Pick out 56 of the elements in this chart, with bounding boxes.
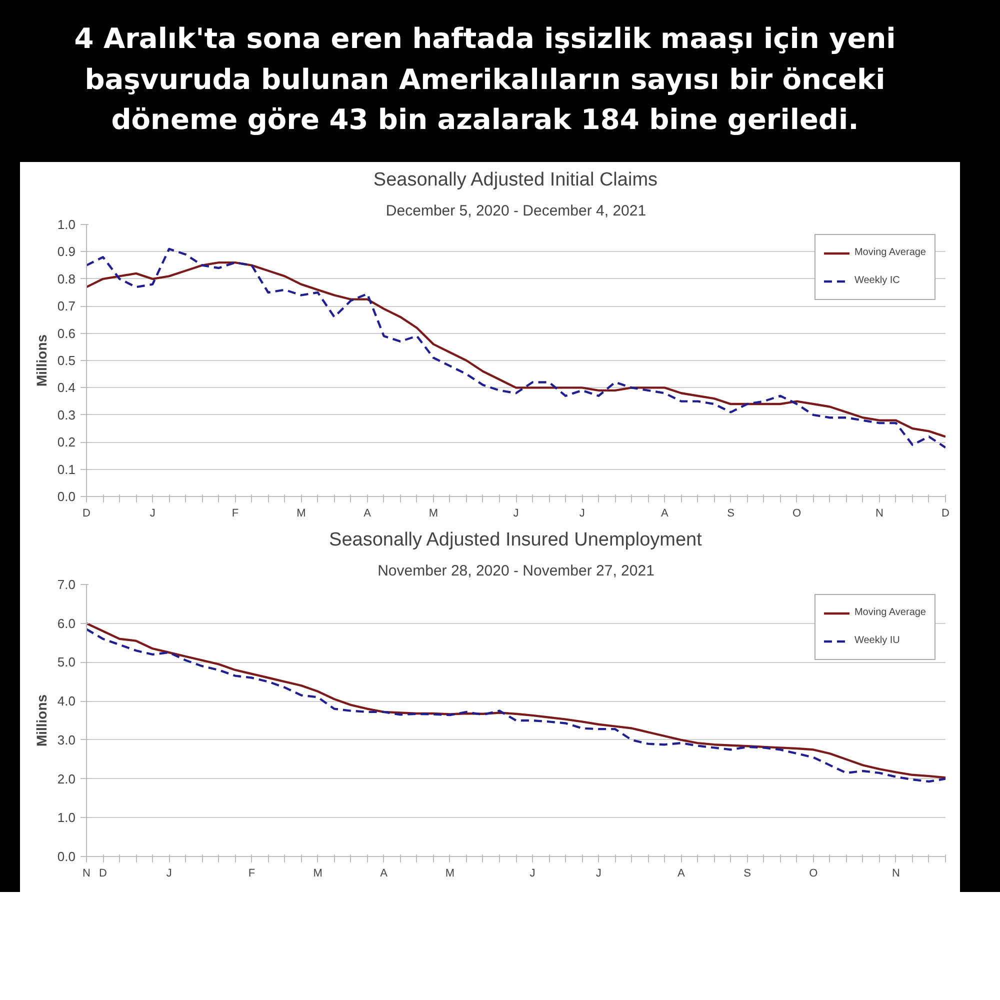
x-tick-label: J: [530, 867, 536, 880]
x-tick-label: D: [99, 867, 108, 880]
x-tick-label: A: [678, 867, 686, 880]
y-tick-label: 1.0: [57, 216, 76, 232]
y-tick-label: 0.0: [57, 488, 76, 504]
x-tick-label: A: [364, 507, 372, 520]
chart-title: Seasonally Adjusted Insured Unemployment: [329, 529, 703, 550]
y-tick-label: 0.6: [57, 326, 76, 341]
x-tick-label: J: [596, 867, 602, 880]
chart-subtitle: December 5, 2020 - December 4, 2021: [386, 202, 646, 220]
legend-label: Moving Average: [854, 247, 926, 258]
legend-label: Weekly IC: [854, 275, 900, 286]
y-tick-label: 0.1: [57, 462, 76, 477]
y-tick-label: 0.0: [57, 848, 76, 864]
x-tick-label: J: [513, 507, 519, 520]
y-tick-label: 0.7: [57, 298, 76, 314]
y-tick-label: 0.3: [57, 407, 76, 422]
x-tick-label: M: [313, 867, 322, 880]
x-tick-label: A: [380, 867, 388, 880]
y-tick-label: 0.9: [57, 244, 76, 259]
legend-label: Moving Average: [854, 607, 926, 618]
x-tick-label: D: [82, 507, 91, 520]
x-tick-label: N: [892, 867, 900, 880]
y-tick-label: 0.8: [57, 271, 76, 286]
x-tick-label: O: [792, 507, 802, 520]
x-tick-label: J: [150, 507, 156, 520]
x-tick-label: J: [166, 867, 172, 880]
x-tick-label: N: [875, 507, 884, 520]
x-tick-label: J: [579, 507, 585, 520]
y-tick-label: 0.5: [57, 352, 76, 368]
x-tick-label: N: [82, 867, 91, 880]
x-tick-label: A: [661, 507, 670, 520]
x-tick-label: S: [744, 867, 751, 880]
text: 4 Aralık'ta sona eren haftada işsizlik maaşı için yeni başvuruda bulunan Amerikalıların sayısı bir önceki döneme göre 43 bin azalarak 184 bine geriledi.: [73, 21, 897, 138]
y-tick-label: 0.4: [57, 380, 76, 395]
x-tick-label: D: [942, 507, 950, 520]
chart-subtitle: November 28, 2020 - November 27, 2021: [378, 562, 654, 580]
y-tick-label: 5.0: [57, 654, 76, 670]
legend-label: Weekly IU: [854, 635, 900, 646]
y-tick-label: 0.2: [57, 434, 76, 450]
y-tick-label: 1.0: [57, 810, 76, 825]
chart-title: Seasonally Adjusted Initial Claims: [373, 169, 658, 190]
x-tick-label: M: [445, 867, 455, 880]
y-tick-label: 2.0: [57, 771, 76, 786]
y-tick-label: 6.0: [57, 616, 76, 631]
x-tick-label: S: [727, 507, 734, 520]
y-axis-title: Millions: [33, 694, 50, 746]
y-tick-label: 3.0: [57, 732, 76, 748]
y-tick-label: 7.0: [57, 576, 76, 592]
x-tick-label: F: [232, 507, 239, 520]
y-tick-label: 4.0: [57, 693, 76, 708]
x-tick-label: O: [809, 867, 818, 880]
x-tick-label: M: [428, 507, 438, 520]
x-tick-label: F: [248, 867, 256, 880]
x-tick-label: M: [296, 507, 306, 520]
y-axis-title: Millions: [33, 334, 50, 386]
